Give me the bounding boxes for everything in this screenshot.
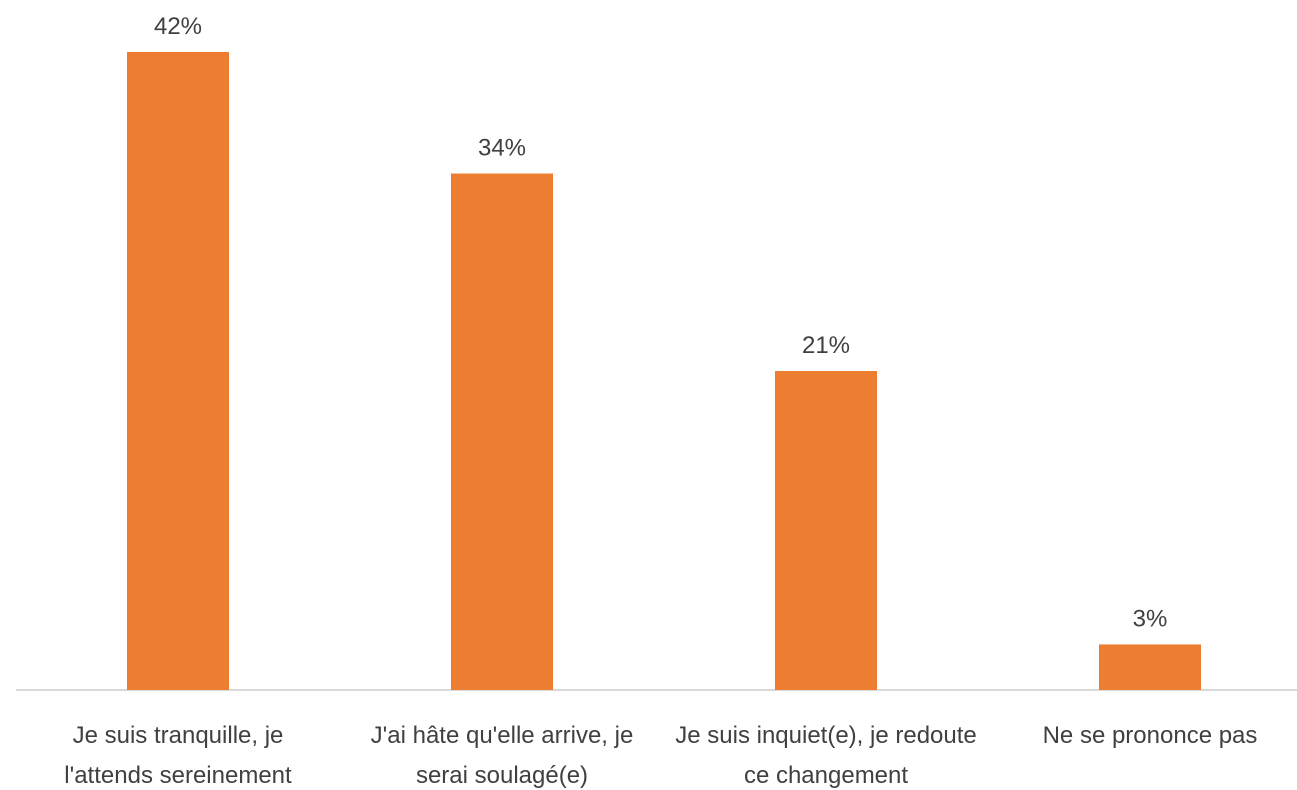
bar: [127, 52, 229, 690]
x-tick-label: J'ai hâte qu'elle arrive, je serai soulag…: [371, 722, 634, 789]
bar: [451, 173, 553, 690]
x-tick-label: Ne se prononce pas: [1043, 722, 1258, 749]
bar: [1099, 644, 1201, 690]
data-label: 21%: [802, 332, 850, 359]
data-label: 34%: [478, 135, 526, 162]
bar: [775, 371, 877, 690]
data-label: 3%: [1133, 605, 1168, 632]
x-tick-label: Je suis inquiet(e), je redoute ce changem…: [675, 722, 977, 789]
x-tick-label: Je suis tranquille, je l'attends sereinem…: [64, 722, 292, 789]
data-label: 42%: [154, 13, 202, 40]
